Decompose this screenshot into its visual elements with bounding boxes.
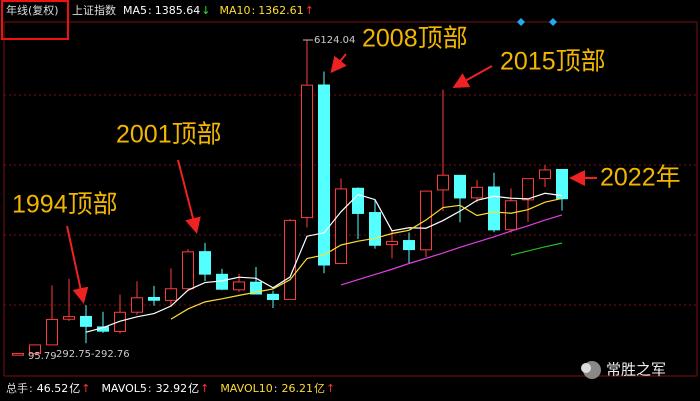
footer-label: MAVOL10: [220, 382, 272, 395]
plot: [12, 40, 568, 356]
candle-body: [46, 318, 58, 346]
candle-body: [29, 344, 41, 355]
footer-value: 26.21: [281, 382, 313, 395]
legend-separator: :: [251, 4, 255, 17]
footer-separator: :: [148, 382, 152, 395]
candle-body: [165, 288, 177, 301]
footer-trend: ↑: [200, 382, 209, 395]
candle-body: [437, 174, 449, 191]
watermark: 常胜之军: [581, 361, 666, 379]
candle-body: [63, 316, 75, 320]
footer-trend: ↑: [326, 382, 335, 395]
legend: MA5:1385.64 ↓ MA10:1362.61 ↑: [123, 4, 314, 17]
legend-value: 1362.61: [258, 4, 304, 17]
legend-separator: :: [148, 4, 152, 17]
candle-body: [471, 186, 483, 199]
legend-trend: ↓: [201, 4, 210, 17]
candle-body: [369, 212, 381, 246]
candle-body: [539, 169, 551, 180]
price-label: 95.79: [28, 351, 57, 362]
candle-body: [318, 84, 330, 266]
footer-label: MAVOL5: [101, 382, 146, 395]
candle-body: [505, 200, 517, 231]
footer: 总手:46.52 亿 ↑ MAVOL5:32.92 亿 ↑ MAVOL10:26.21 亿 ↑: [6, 381, 335, 395]
ma-line: [85, 192, 563, 333]
watermark-text: 常胜之军: [606, 361, 666, 379]
candle-body: [199, 251, 211, 275]
candle-body: [454, 174, 466, 199]
footer-separator: :: [274, 382, 278, 395]
footer-label: 总手: [6, 381, 28, 395]
annotation: 2001顶部: [116, 121, 222, 149]
candle-body: [301, 84, 313, 219]
candle-body: [148, 296, 160, 301]
annotation: 2022年: [600, 164, 681, 192]
candle-body: [352, 187, 364, 214]
ma-line: [170, 197, 563, 320]
price-label: 292.75-292.76: [56, 349, 130, 360]
arrows: [66, 53, 597, 304]
candle-body: [131, 297, 143, 313]
ma-line: [510, 242, 563, 256]
price-label: 6124.04: [314, 35, 355, 46]
candle-body: [267, 293, 279, 301]
candle-body: [284, 219, 296, 300]
period-box: [1, 0, 69, 40]
legend-name: MA5: [123, 4, 147, 17]
legend-name: MA10: [219, 4, 250, 17]
annotation: 2015顶部: [500, 48, 606, 76]
footer-unit: 亿: [314, 382, 325, 395]
period: 年线(复权): [6, 3, 59, 17]
footer-separator: :: [29, 382, 33, 395]
candle-body: [233, 281, 245, 291]
candle-body: [114, 311, 126, 332]
candle-body: [386, 241, 398, 246]
candle-body: [403, 240, 415, 251]
ma-line: [340, 214, 563, 286]
footer-unit: 亿: [69, 382, 80, 395]
legend-trend: ↑: [305, 4, 314, 17]
candle-body: [12, 353, 24, 356]
footer-unit: 亿: [188, 382, 199, 395]
footer-value: 46.52: [37, 382, 69, 395]
candle-body: [182, 251, 194, 290]
annotation: 1994顶部: [12, 191, 118, 219]
markers: [517, 18, 557, 26]
index-name: 上证指数: [72, 3, 116, 17]
candle-body: [250, 281, 262, 295]
candle-body: [488, 186, 500, 231]
footer-trend: ↑: [81, 382, 90, 395]
footer-value: 32.92: [156, 382, 188, 395]
candle-body: [80, 315, 92, 327]
annotation: 2008顶部: [362, 25, 468, 53]
candle-body: [522, 178, 534, 201]
candle-body: [335, 188, 347, 265]
legend-value: 1385.64: [155, 4, 201, 17]
candle-body: [556, 168, 568, 200]
